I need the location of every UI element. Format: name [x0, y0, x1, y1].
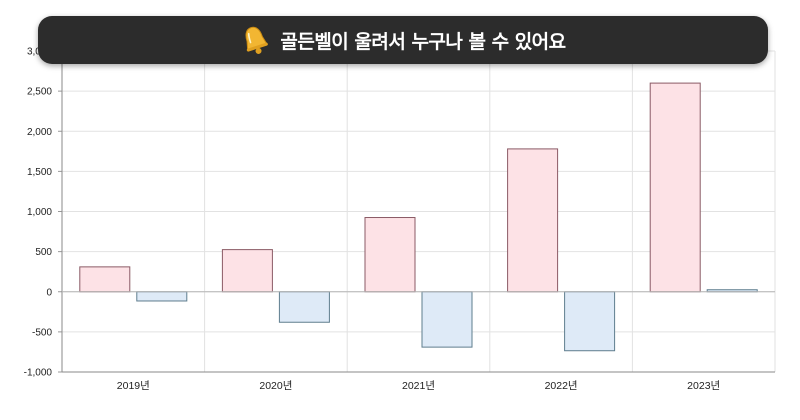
- y-tick-label: 1,500: [27, 167, 52, 178]
- bar-series-1: [79, 266, 131, 293]
- chart-bars: [79, 82, 758, 352]
- bar-series-1: [364, 217, 416, 293]
- banner-text: 골든벨이 울려서 누구나 볼 수 있어요: [280, 30, 566, 53]
- y-tick-label: 2,500: [27, 87, 52, 98]
- x-tick-label: 2021년: [402, 380, 435, 392]
- x-axis-ticks: 2019년 2020년 2021년 2022년 2023년: [117, 380, 720, 392]
- bar-series-2: [421, 291, 473, 348]
- y-tick-label: 500: [35, 247, 52, 258]
- y-tick-label: -500: [32, 327, 52, 338]
- x-tick-label: 2023년: [687, 380, 720, 392]
- x-tick-label: 2020년: [259, 380, 292, 392]
- bar-series-1: [649, 82, 701, 293]
- y-tick-label: 0: [46, 287, 52, 298]
- y-tick-label: -1,000: [24, 368, 53, 379]
- chart-axes: [58, 50, 775, 373]
- y-tick-label: 1,000: [27, 207, 52, 218]
- bell-icon: [245, 26, 269, 54]
- y-tick-label: 2,000: [27, 127, 52, 138]
- bar-series-2: [136, 291, 188, 302]
- x-tick-label: 2022년: [545, 380, 578, 392]
- x-tick-label: 2019년: [117, 380, 150, 392]
- bar-series-2: [278, 291, 330, 323]
- bar-series-1: [221, 249, 273, 293]
- notification-banner: 골든벨이 울려서 누구나 볼 수 있어요: [38, 16, 768, 64]
- bar-series-1: [507, 148, 559, 293]
- bar-series-2: [564, 291, 616, 352]
